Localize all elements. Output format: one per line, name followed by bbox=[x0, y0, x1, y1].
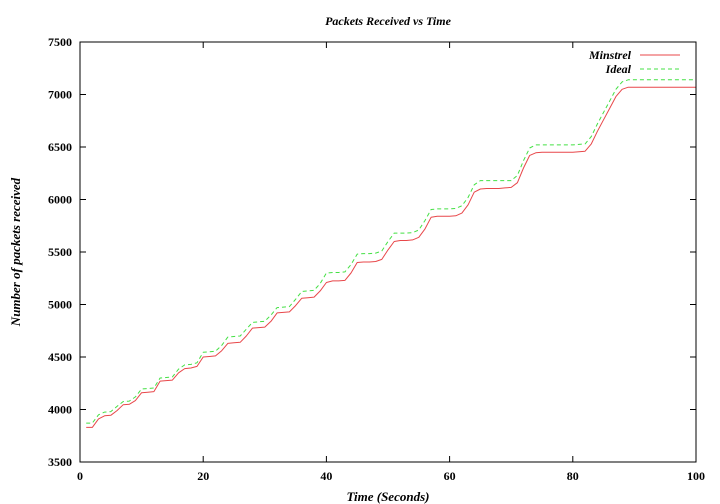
y-tick-label: 6000 bbox=[48, 193, 72, 207]
y-tick-label: 4000 bbox=[48, 403, 72, 417]
y-tick-label: 6500 bbox=[48, 140, 72, 154]
y-tick-label: 7000 bbox=[48, 88, 72, 102]
legend-label-minstrel: Minstrel bbox=[588, 48, 632, 62]
y-tick-label: 7500 bbox=[48, 35, 72, 49]
chart-title: Packets Received vs Time bbox=[325, 14, 452, 28]
x-tick-label: 60 bbox=[444, 469, 456, 483]
x-axis-label: Time (Seconds) bbox=[347, 489, 430, 504]
series-lines bbox=[86, 79, 696, 428]
y-axis-label: Number of packets received bbox=[8, 177, 23, 327]
x-tick-label: 0 bbox=[77, 469, 83, 483]
x-tick-label: 80 bbox=[567, 469, 579, 483]
y-tick-label: 3500 bbox=[48, 455, 72, 469]
plot-frame bbox=[79, 41, 697, 463]
series-line-minstrel bbox=[86, 86, 696, 428]
axis-ticks: 0 20 40 60 80 100 3500 4000 4500 5000 5500 6000 6500… bbox=[48, 35, 705, 483]
y-tick-label: 4500 bbox=[48, 350, 72, 364]
legend-label-ideal: Ideal bbox=[605, 62, 632, 76]
x-tick-label: 20 bbox=[197, 469, 209, 483]
x-tick-label: 100 bbox=[687, 469, 705, 483]
y-tick-label: 5000 bbox=[48, 298, 72, 312]
x-tick-label: 40 bbox=[320, 469, 332, 483]
y-tick-label: 5500 bbox=[48, 245, 72, 259]
series-line-ideal bbox=[86, 79, 696, 424]
